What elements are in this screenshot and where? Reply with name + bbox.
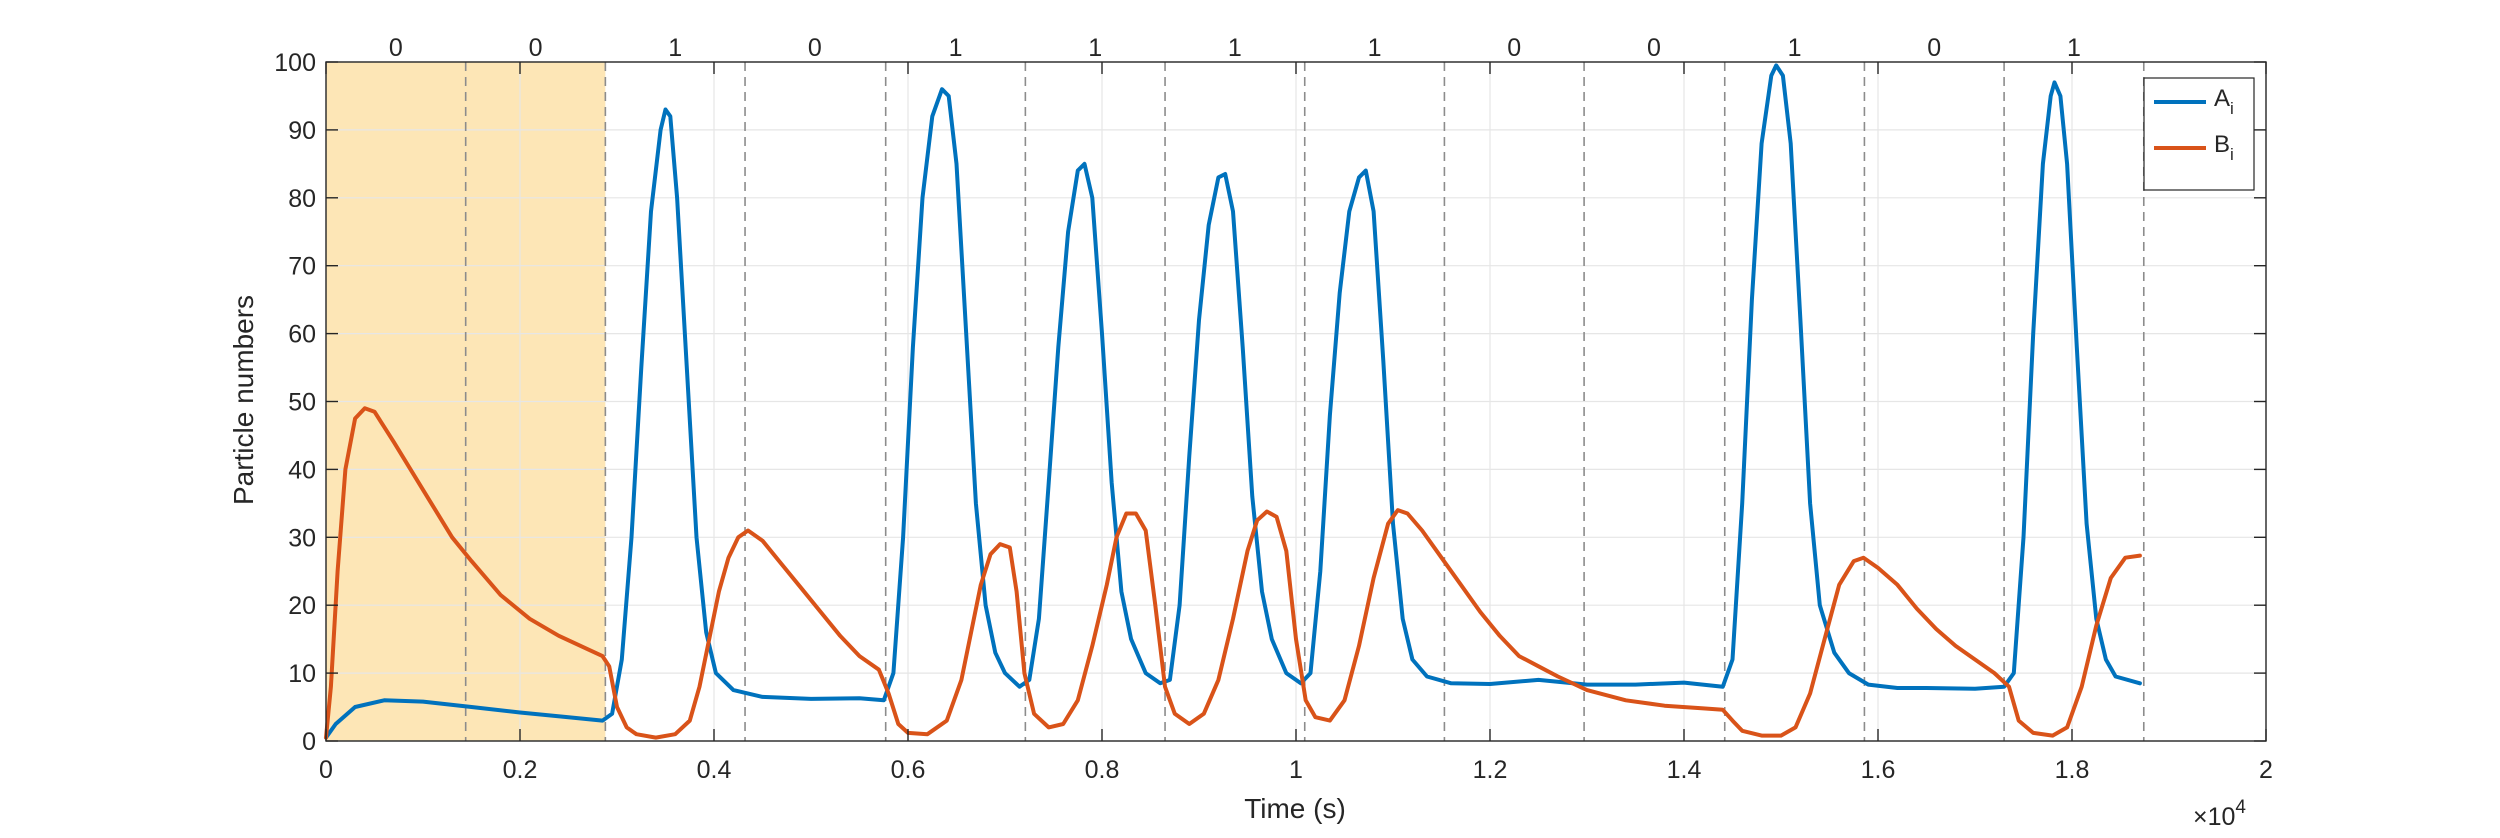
y-tick-label-2: 20 [288,592,316,620]
x-tick-label-2: 0.4 [697,756,732,784]
y-tick-label-7: 70 [288,253,316,281]
y-tick-label-3: 30 [288,524,316,552]
segment-label-3: 0 [808,34,822,62]
x-tick-label-6: 1.2 [1473,756,1508,784]
segment-label-9: 0 [1647,34,1661,62]
segment-label-5: 1 [1088,34,1102,62]
x-tick-label-5: 1 [1289,756,1303,784]
y-tick-label-1: 10 [288,660,316,688]
legend-label-b: Bi [2214,131,2234,164]
segment-label-12: 1 [2067,34,2081,62]
series-line-a [324,63,2142,740]
x-axis-multiplier: ×104 [2193,797,2246,831]
y-axis-label: Particle numbers [228,295,259,505]
series-line-b [324,406,2142,740]
segment-label-2: 1 [668,34,682,62]
x-tick-label-10: 2 [2259,756,2273,784]
x-tick-label-0: 0 [319,756,333,784]
y-tick-label-5: 50 [288,389,316,417]
y-tick-label-9: 90 [288,117,316,145]
y-tick-label-4: 40 [288,456,316,484]
y-tick-label-6: 60 [288,321,316,349]
y-tick-label-10: 100 [274,49,316,77]
segment-label-8: 0 [1507,34,1521,62]
segment-label-0: 0 [389,34,403,62]
x-tick-label-9: 1.8 [2055,756,2090,784]
segment-label-11: 0 [1927,34,1941,62]
x-tick-label-1: 0.2 [503,756,538,784]
x-tick-label-4: 0.8 [1085,756,1120,784]
x-tick-label-7: 1.4 [1667,756,1702,784]
x-axis-multiplier-base: ×10 [2193,803,2235,831]
x-axis-multiplier-exponent: 4 [2235,797,2246,818]
legend-label-a: Ai [2214,85,2234,118]
x-tick-label-8: 1.6 [1861,756,1896,784]
x-tick-label-3: 0.6 [891,756,926,784]
x-axis-label: Time (s) [1244,793,1346,824]
y-tick-label-8: 80 [288,185,316,213]
segment-label-4: 1 [949,34,963,62]
y-tick-label-0: 0 [302,728,316,756]
segment-label-1: 0 [529,34,543,62]
segment-label-10: 1 [1788,34,1802,62]
segment-label-6: 1 [1228,34,1242,62]
segment-label-7: 1 [1368,34,1382,62]
legend-box [2143,77,2255,191]
